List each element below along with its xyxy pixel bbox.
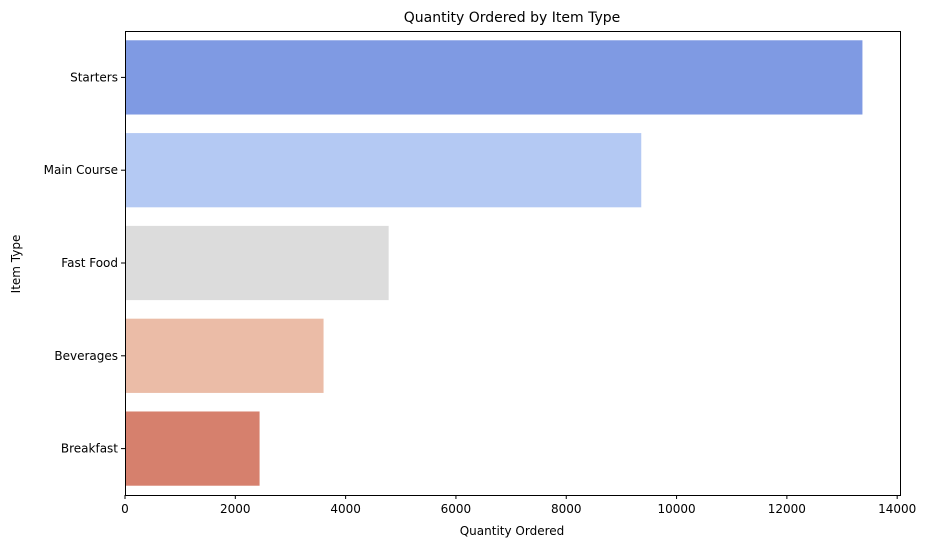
- bars-group: [125, 40, 863, 486]
- x-tick-label: 10000: [657, 502, 695, 516]
- x-tick-label: 4000: [330, 502, 361, 516]
- x-tick-label: 2000: [220, 502, 251, 516]
- x-axis-label: Quantity Ordered: [460, 524, 565, 538]
- x-tick-label: 0: [121, 502, 129, 516]
- y-axis-label: Item Type: [9, 235, 23, 294]
- x-tick-label: 8000: [551, 502, 582, 516]
- bar-main-course: [125, 133, 642, 208]
- x-tick-label: 12000: [768, 502, 806, 516]
- bar-starters: [125, 40, 863, 115]
- chart-title: Quantity Ordered by Item Type: [404, 10, 620, 26]
- y-tick-label: Breakfast: [61, 442, 118, 456]
- y-tick-label: Beverages: [54, 349, 118, 363]
- bar-breakfast: [125, 411, 260, 486]
- y-tick-label: Starters: [70, 70, 118, 84]
- bar-beverages: [125, 318, 324, 393]
- x-axis-ticks: 0 2000 4000 6000 8000 10000 12000 14000: [121, 495, 916, 516]
- y-tick-label: Main Course: [44, 163, 118, 177]
- x-tick-label: 6000: [441, 502, 472, 516]
- bar-fast-food: [125, 225, 389, 301]
- x-tick-label: 14000: [878, 502, 916, 516]
- y-tick-label: Fast Food: [61, 256, 118, 270]
- plot-frame: [125, 31, 901, 496]
- y-axis-ticks: Starters Main Course Fast Food Beverages Bre…: [44, 70, 125, 456]
